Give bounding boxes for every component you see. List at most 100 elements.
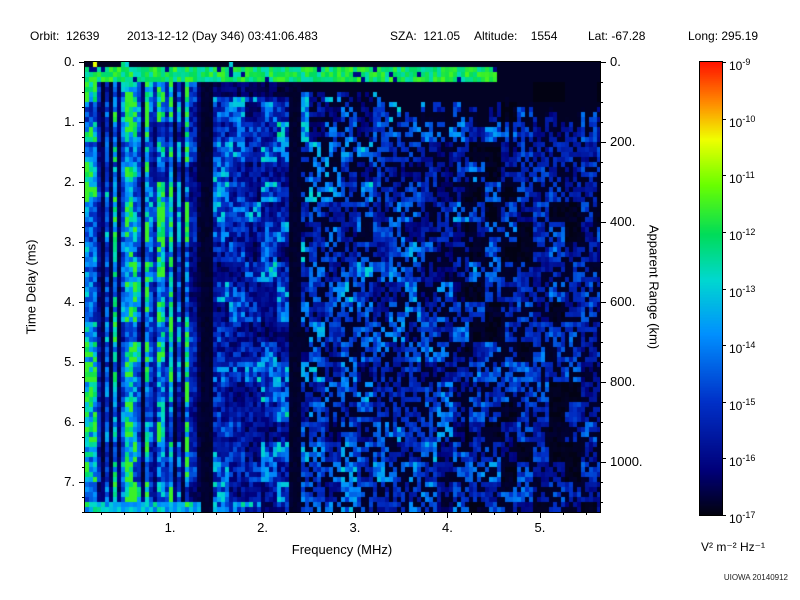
y-axis-title: Time Delay (ms) bbox=[23, 239, 39, 335]
colorbar-tick bbox=[722, 515, 726, 516]
y-minor-tick bbox=[82, 347, 85, 348]
y-tick bbox=[79, 182, 85, 183]
y-tick-label: 6. bbox=[64, 414, 75, 429]
colorbar-tick-label: 10-13 bbox=[729, 283, 756, 300]
x-minor-tick bbox=[424, 512, 426, 515]
range-tick-label: 800. bbox=[610, 374, 636, 390]
x-minor-tick bbox=[239, 512, 241, 515]
range-minor-tick bbox=[600, 342, 603, 344]
colorbar-tick-label: 10-10 bbox=[729, 113, 756, 130]
y-tick-label: 2. bbox=[64, 174, 75, 189]
range-minor-tick bbox=[600, 202, 603, 204]
x-tick-label: 2. bbox=[257, 520, 268, 535]
header-datetime: 2013-12-12 (Day 346) 03:41:06.483 bbox=[127, 29, 318, 43]
range-tick bbox=[600, 222, 606, 224]
y2-axis-title: Apparent Range (km) bbox=[646, 224, 662, 350]
range-minor-tick bbox=[600, 362, 603, 364]
y-minor-tick bbox=[82, 467, 85, 468]
range-tick-label: 0. bbox=[610, 54, 621, 69]
range-tick bbox=[600, 142, 606, 144]
y-tick bbox=[79, 242, 85, 243]
y-minor-tick bbox=[82, 272, 85, 273]
y-minor-tick bbox=[82, 392, 85, 393]
y-minor-tick bbox=[82, 257, 85, 258]
header-orbit: Orbit: 12639 bbox=[30, 29, 100, 43]
range-minor-tick bbox=[600, 402, 603, 404]
x-minor-tick bbox=[146, 512, 148, 515]
colorbar-tick-label: 10-11 bbox=[729, 170, 755, 187]
colorbar-tick bbox=[722, 345, 726, 347]
y-minor-tick bbox=[82, 437, 85, 438]
y-tick-label: 7. bbox=[64, 474, 75, 489]
range-tick bbox=[600, 302, 606, 304]
colorbar-tick bbox=[722, 458, 726, 460]
x-minor-tick bbox=[378, 512, 380, 515]
colorbar-tick-label: 10-14 bbox=[729, 340, 756, 357]
range-minor-tick bbox=[600, 482, 603, 484]
x-tick bbox=[354, 512, 356, 518]
x-axis-title: Frequency (MHz) bbox=[291, 542, 393, 557]
x-tick bbox=[447, 512, 449, 518]
y-minor-tick bbox=[82, 107, 85, 108]
range-minor-tick bbox=[600, 162, 603, 164]
y-minor-tick bbox=[82, 167, 85, 168]
y-minor-tick bbox=[82, 512, 85, 513]
x-tick-label: 3. bbox=[349, 520, 361, 535]
x-minor-tick bbox=[100, 512, 102, 515]
y-tick bbox=[79, 362, 85, 363]
range-tick-label: 1000. bbox=[610, 454, 643, 470]
x-tick-label: 4. bbox=[442, 520, 453, 535]
y-minor-tick bbox=[82, 137, 85, 138]
range-minor-tick bbox=[600, 82, 603, 83]
range-tick bbox=[600, 382, 606, 384]
range-tick bbox=[600, 462, 606, 464]
range-minor-tick bbox=[600, 502, 603, 504]
colorbar-tick bbox=[722, 175, 726, 177]
range-minor-tick bbox=[600, 182, 603, 184]
x-tick-label: 5. bbox=[534, 520, 546, 535]
y-minor-tick bbox=[82, 152, 85, 153]
y-minor-tick bbox=[82, 317, 85, 318]
x-minor-tick bbox=[401, 512, 403, 515]
y-tick-label: 0. bbox=[64, 54, 75, 69]
y-tick-label: 3. bbox=[64, 234, 75, 249]
header-longitude: Long: 295.19 bbox=[688, 29, 759, 43]
y-tick-label: 4. bbox=[64, 294, 75, 309]
x-minor-tick bbox=[285, 512, 287, 515]
header-latitude: Lat: -67.28 bbox=[588, 29, 646, 43]
y-tick bbox=[79, 62, 85, 63]
colorbar-tick bbox=[722, 288, 726, 290]
colorbar-tick-label: 10-12 bbox=[729, 226, 756, 243]
header-sza: SZA: 121.05 bbox=[390, 29, 461, 43]
colorbar-tick bbox=[722, 401, 726, 403]
x-minor-tick bbox=[216, 512, 218, 515]
range-minor-tick bbox=[600, 322, 603, 324]
y-tick bbox=[79, 302, 85, 303]
x-minor-tick bbox=[516, 512, 518, 515]
y-minor-tick bbox=[82, 197, 85, 198]
x-tick bbox=[262, 512, 264, 518]
y-minor-tick bbox=[82, 92, 85, 93]
range-tick bbox=[600, 62, 606, 63]
x-minor-tick bbox=[331, 512, 333, 515]
colorbar-tick-label: 10-16 bbox=[729, 453, 756, 470]
x-tick bbox=[539, 512, 541, 518]
range-tick-label: 400. bbox=[610, 214, 636, 230]
x-minor-tick bbox=[123, 512, 125, 515]
colorbar-tick-label: 10-9 bbox=[729, 57, 751, 73]
x-minor-tick bbox=[308, 512, 310, 515]
range-minor-tick bbox=[600, 242, 603, 244]
x-minor-tick bbox=[586, 512, 588, 515]
range-minor-tick bbox=[600, 442, 603, 444]
x-minor-tick bbox=[563, 512, 565, 515]
x-minor-tick bbox=[493, 512, 495, 515]
y-minor-tick bbox=[82, 377, 85, 378]
y-minor-tick bbox=[82, 452, 85, 453]
spectrogram-heatmap bbox=[85, 62, 600, 512]
colorbar-tick-label: 10-15 bbox=[729, 396, 756, 413]
y-tick bbox=[79, 482, 85, 483]
y-minor-tick bbox=[82, 212, 85, 213]
range-tick-label: 600. bbox=[610, 294, 636, 310]
colorbar-tick bbox=[722, 62, 726, 63]
